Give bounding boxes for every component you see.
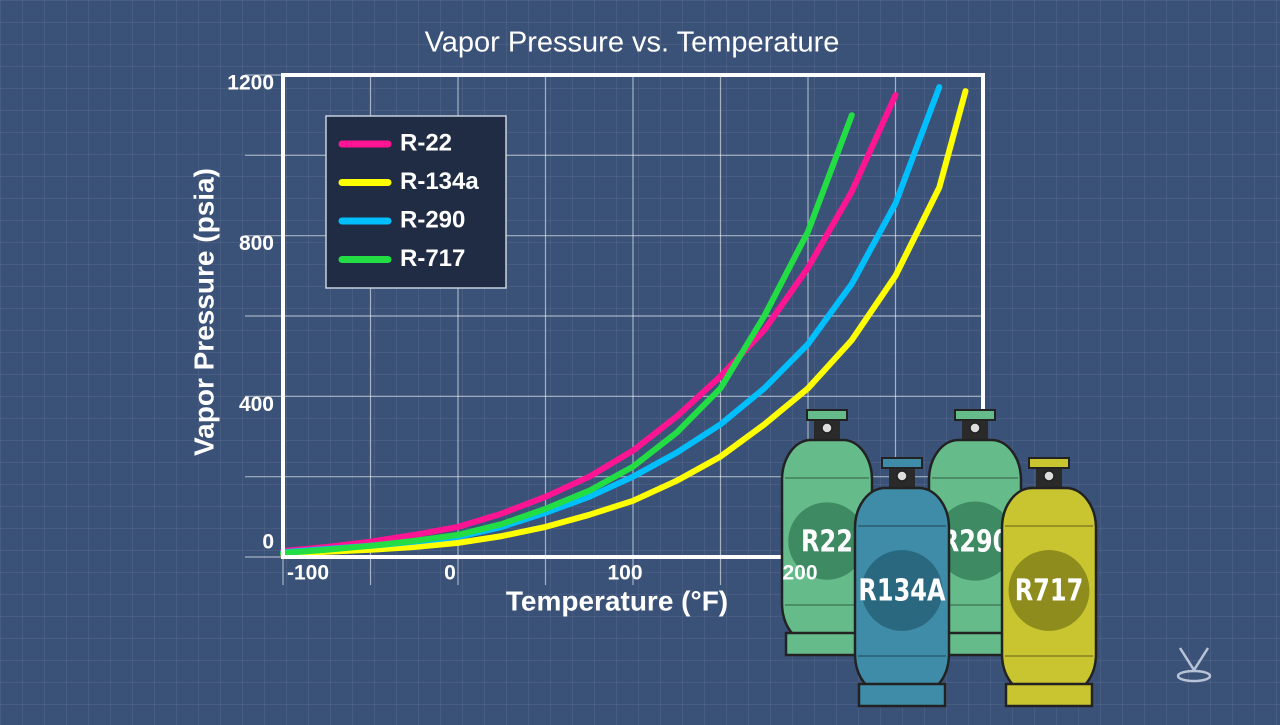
plot: [280, 84, 969, 557]
y-tick-label: 0: [262, 531, 274, 554]
cylinder-collar: [806, 409, 848, 421]
cylinder-gauge: [969, 422, 981, 434]
legend-label: R-717: [400, 245, 465, 272]
cylinder-collar: [881, 457, 923, 469]
x-tick-label: 0: [444, 562, 456, 585]
x-axis-label: Temperature (°F): [506, 585, 728, 616]
cylinders: R22 R290 R134A R717: [780, 409, 1098, 708]
cylinder-collar: [954, 409, 996, 421]
series-line: [280, 92, 899, 554]
cylinder-label: R290: [941, 525, 1010, 559]
cylinder-label: R22: [801, 525, 853, 559]
y-tick-label: 1200: [227, 72, 274, 95]
cylinder-label-disc: [788, 502, 866, 580]
x-tick-label: 100: [607, 562, 642, 585]
chart-title: Vapor Pressure vs. Temperature: [425, 27, 840, 59]
cylinder-label-disc: [861, 550, 943, 631]
cylinder: R717: [1000, 457, 1098, 708]
cylinder-label: R717: [1015, 574, 1084, 608]
y-tick-label: 800: [239, 232, 274, 255]
legend-label: R-134a: [400, 168, 479, 195]
y-axis-label: Vapor Pressure (psia): [188, 168, 219, 456]
cylinder-gauge: [821, 422, 833, 434]
cylinder-gauge: [1043, 470, 1055, 482]
cylinder-collar: [1028, 457, 1070, 469]
cylinder: R134A: [853, 457, 951, 708]
cylinder-foot: [857, 682, 947, 708]
cylinder: R22: [780, 409, 874, 657]
legend: R-22 R-134a R-290 R-717: [325, 115, 507, 289]
cylinder-label-disc: [1008, 550, 1090, 631]
cylinder-label: R134A: [858, 574, 945, 608]
legend-label: R-290: [400, 206, 465, 233]
legend-label: R-22: [400, 129, 452, 156]
logo: [1176, 647, 1212, 683]
plot-frame: [281, 73, 985, 559]
x-tick-label: -100: [287, 562, 329, 585]
cylinder-foot: [1004, 682, 1094, 708]
series-line: [280, 112, 855, 556]
series-line: [280, 88, 969, 557]
x-tick-label: 200: [782, 562, 817, 585]
cylinder-gauge: [896, 470, 908, 482]
y-tick-label: 400: [239, 393, 274, 416]
cylinder-label-disc: [935, 501, 1015, 581]
